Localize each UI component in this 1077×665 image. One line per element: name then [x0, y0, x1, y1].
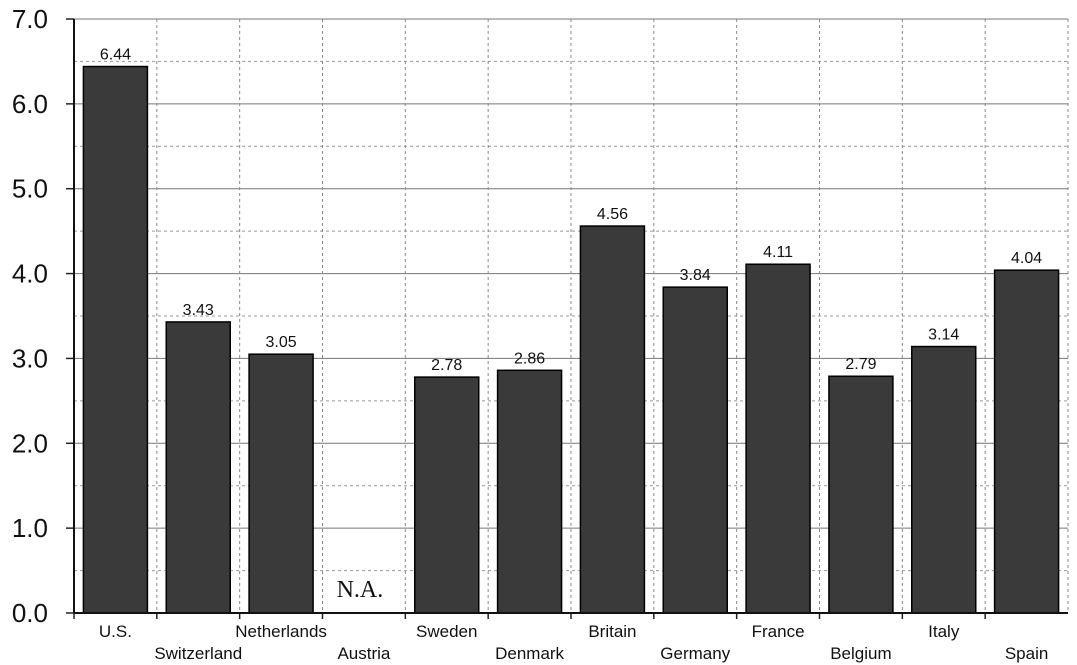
- bar: [496, 369, 563, 614]
- data-label: 2.86: [514, 350, 545, 367]
- y-tick-label: 1.0: [12, 513, 48, 543]
- data-label: 3.43: [183, 302, 214, 319]
- y-tick-label: 4.0: [12, 259, 48, 289]
- bar: [911, 345, 977, 614]
- bar: [248, 353, 314, 614]
- bars: [82, 65, 1060, 614]
- axes: [73, 19, 1068, 619]
- bar: [579, 225, 646, 614]
- data-label: 6.44: [100, 47, 131, 64]
- data-label: 3.05: [266, 334, 297, 351]
- bar: [828, 375, 894, 614]
- data-label: 4.04: [1011, 250, 1042, 267]
- category-label: Switzerland: [154, 644, 242, 663]
- bar: [414, 376, 480, 614]
- category-label: Netherlands: [235, 622, 327, 641]
- category-label: France: [752, 622, 805, 641]
- missing-value-label: N.A.: [337, 577, 384, 603]
- category-label: Italy: [928, 622, 960, 641]
- y-tick-label: 3.0: [12, 343, 48, 373]
- y-tick-label: 2.0: [12, 428, 48, 458]
- category-label: Sweden: [416, 622, 477, 641]
- value-labels: 6.44 3.43 3.05 N.A. 2.78 2.86 4.56 3.84 4.11 2.79…: [100, 47, 1042, 603]
- category-label: Denmark: [495, 644, 564, 663]
- y-tick-label: 7.0: [12, 4, 48, 34]
- bar: [82, 65, 149, 614]
- data-label: 4.56: [597, 206, 628, 223]
- y-tick-label: 0.0: [12, 598, 48, 628]
- y-tick-label: 6.0: [12, 89, 48, 119]
- y-tick-label: 5.0: [12, 174, 48, 204]
- category-label: Austria: [337, 644, 390, 663]
- category-labels: U.S. Switzerland Netherlands Austria Sweden D…: [99, 622, 1048, 663]
- data-label: 4.11: [763, 244, 793, 261]
- data-label: 3.84: [680, 267, 711, 284]
- category-label: Britain: [588, 622, 636, 641]
- bar: [993, 269, 1060, 614]
- bar: [745, 263, 811, 614]
- category-label: Germany: [660, 644, 730, 663]
- category-label: Belgium: [830, 644, 891, 663]
- category-label: Spain: [1005, 644, 1048, 663]
- bar: [662, 286, 728, 614]
- y-axis-ticks: 0.0 1.0 2.0 3.0 4.0 5.0 6.0 7.0: [12, 4, 74, 628]
- data-label: 2.78: [431, 357, 462, 374]
- grid-lines: [73, 18, 1069, 614]
- category-label: U.S.: [99, 622, 132, 641]
- bar: [165, 321, 231, 614]
- data-label: 3.14: [928, 327, 959, 344]
- data-label: 2.79: [845, 356, 876, 373]
